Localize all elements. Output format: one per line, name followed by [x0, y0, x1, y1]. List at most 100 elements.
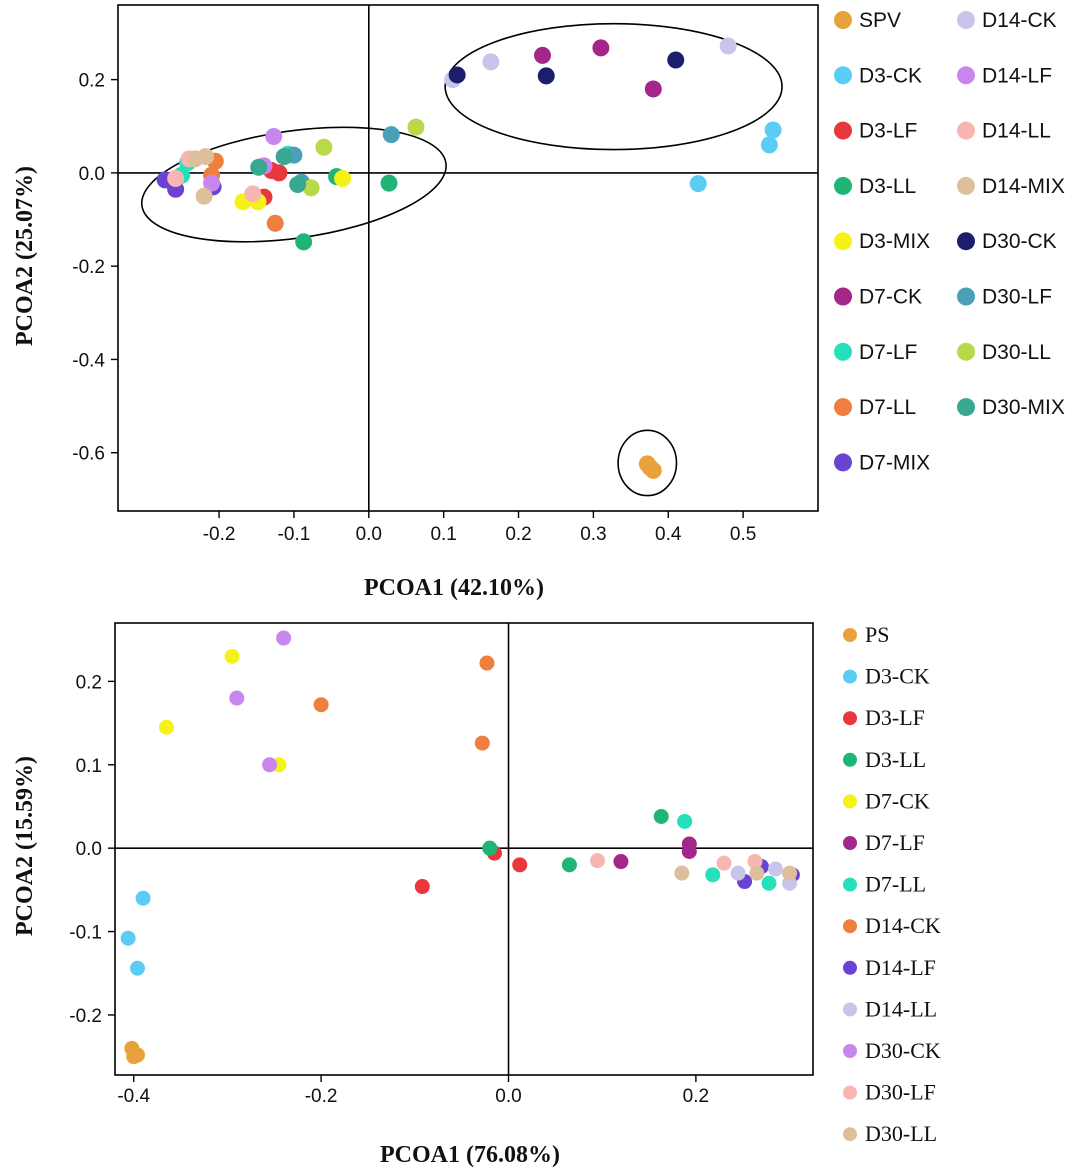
point-d30-ck	[262, 757, 278, 773]
legend-marker	[843, 669, 857, 684]
point-d3-ck	[760, 136, 778, 154]
cluster-ellipse	[444, 22, 783, 151]
point-d3-ll	[482, 840, 498, 856]
legend-label: SPV	[859, 9, 901, 32]
legend-label: D14-LL	[982, 120, 1051, 143]
legend-marker	[957, 66, 975, 85]
point-d7-ck	[592, 39, 610, 57]
legend-label: D14-CK	[982, 9, 1057, 32]
x-tick-label: 0.2	[505, 524, 531, 545]
legend-item-d14-ll: D14-LL	[843, 996, 937, 1021]
y-tick-label: 0.0	[76, 839, 102, 860]
point-d3-ll	[295, 233, 313, 251]
x-axis-ticks: -0.4 -0.2 0.0 0.2	[117, 1075, 709, 1107]
legend-marker	[843, 711, 857, 726]
legend-label: D30-LL	[865, 1121, 937, 1146]
y-tick-label: 0.2	[76, 672, 102, 693]
x-tick-label: -0.2	[203, 524, 236, 545]
y-tick-label: -0.1	[69, 923, 102, 944]
point-d7-ll	[677, 813, 693, 829]
point-d3-ck	[764, 121, 782, 139]
point-d30-ck	[667, 51, 685, 69]
x-tick-label: 0.0	[495, 1086, 521, 1107]
point-d30-lf	[382, 126, 400, 144]
legend-label: D7-LL	[865, 872, 926, 897]
point-d14-ck	[719, 37, 737, 55]
point-d3-ck	[135, 890, 151, 906]
legend-label: D3-CK	[859, 64, 922, 87]
cluster-ellipse	[617, 429, 678, 497]
point-d7-ll	[705, 867, 721, 883]
plot-frame	[117, 4, 819, 512]
x-tick-label: 0.2	[683, 1086, 709, 1107]
legend-marker	[957, 11, 975, 29]
point-d30-mix	[289, 176, 307, 194]
y-tick-label: -0.6	[72, 444, 105, 465]
legend-item-ps: PS	[843, 622, 889, 647]
legend-marker	[843, 836, 857, 850]
legend-item-d7-ll: D7-LL	[843, 872, 926, 897]
pcoa-plot-top: -0.2 -0.1 0.0 0.1 0.2 0.3 0.4 0.5 0.20.0-0.2-0.…	[12, 4, 1065, 601]
legend-label: D30-MIX	[982, 396, 1065, 419]
legend-item-d14-mix: D14-MIX	[957, 175, 1065, 198]
point-d3-lf	[270, 164, 288, 182]
point-d30-ck	[276, 630, 292, 646]
legend-marker	[843, 628, 857, 642]
legend-marker	[843, 1085, 857, 1100]
point-d3-ll	[380, 174, 398, 192]
legend-marker	[843, 919, 857, 934]
x-axis-ticks: -0.2 -0.1 0.0 0.1 0.2 0.3 0.4 0.5	[203, 511, 756, 545]
point-d14-ck	[313, 697, 329, 713]
legend-label: D30-LL	[982, 341, 1051, 364]
y-axis-label: PCOA2 (15.59%)	[12, 756, 38, 936]
legend-marker	[843, 1044, 857, 1058]
point-d7-ll	[266, 214, 284, 232]
legend: SPV D14-CK D3-CK D14-LF D3-LF D14-LL D3-LL D14-…	[834, 9, 1065, 474]
zero-lines	[118, 5, 818, 511]
x-axis-label: PCOA1 (76.08%)	[380, 1142, 560, 1168]
legend-marker	[834, 121, 852, 140]
x-tick-label: -0.1	[278, 524, 311, 545]
point-d7-ck	[533, 46, 551, 64]
y-tick-label: -0.2	[69, 1006, 102, 1027]
legend-item-d7-mix: D7-MIX	[834, 451, 930, 474]
point-d14-mix	[186, 150, 204, 168]
point-d30-lf	[590, 853, 606, 869]
legend-item-d14-ll: D14-LL	[957, 120, 1051, 143]
pcoa-plot-bottom: -0.4 -0.2 0.0 0.2 0.2 0.1 0.0 -0.1 -0.2 PCOA1 (…	[12, 622, 941, 1168]
legend-label: D7-CK	[859, 286, 922, 309]
point-d14-mix	[195, 187, 213, 205]
y-tick-label: 0.2	[79, 71, 105, 92]
legend-marker	[843, 877, 857, 892]
point-d14-ll	[244, 185, 262, 203]
point-d14-ck	[479, 655, 495, 671]
legend-label: D30-LF	[865, 1080, 936, 1105]
legend-label: D14-CK	[865, 913, 941, 938]
point-d14-lf	[203, 174, 221, 192]
y-tick-label: -0.2	[72, 257, 105, 278]
legend-label: D3-CK	[865, 664, 930, 689]
point-d30-mix	[250, 158, 268, 176]
point-d7-ll	[761, 875, 777, 891]
point-d30-ck	[229, 690, 245, 706]
legend-label: D7-LL	[859, 396, 916, 419]
x-axis-label: PCOA1 (42.10%)	[364, 575, 544, 601]
point-d3-ll	[653, 808, 669, 824]
legend-marker	[957, 121, 975, 140]
legend-item-d14-ck: D14-CK	[843, 913, 941, 938]
x-tick-label: 0.4	[655, 524, 682, 545]
point-d30-ll	[782, 865, 798, 881]
point-d30-lf	[716, 855, 732, 871]
legend-label: D3-LF	[859, 120, 917, 143]
y-tick-label: -0.4	[72, 350, 105, 371]
legend-item-d30-lf: D30-LF	[843, 1080, 936, 1105]
legend-label: D3-LL	[859, 175, 916, 198]
point-d30-ll	[407, 118, 425, 136]
legend-marker	[843, 1002, 857, 1017]
legend-marker	[834, 176, 852, 195]
point-d3-ck	[689, 175, 707, 193]
legend-item-d7-ll: D7-LL	[834, 396, 916, 419]
legend-label: D3-LL	[865, 747, 926, 772]
legend-item-d30-mix: D30-MIX	[957, 396, 1065, 419]
legend-label: D14-MIX	[982, 175, 1065, 198]
